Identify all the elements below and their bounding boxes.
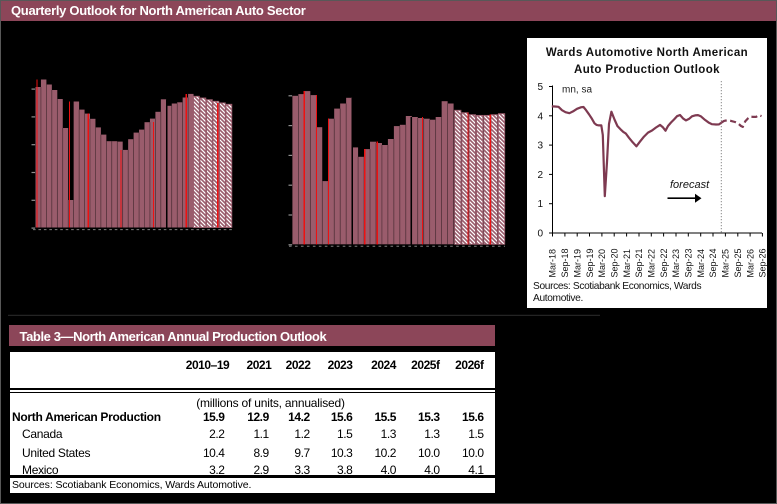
svg-text:5: 5 — [537, 82, 543, 93]
svg-text:3: 3 — [537, 141, 543, 152]
svg-text:forecast: forecast — [670, 179, 710, 191]
svg-text:Sep-22: Sep-22 — [659, 248, 669, 277]
svg-text:Mar-24: Mar-24 — [696, 249, 706, 278]
svg-text:1: 1 — [537, 199, 543, 210]
svg-text:Mar-26: Mar-26 — [745, 249, 755, 278]
svg-text:Sep-26: Sep-26 — [758, 248, 767, 277]
svg-text:mn, sa: mn, sa — [562, 85, 592, 96]
svg-text:Mar-22: Mar-22 — [647, 249, 657, 278]
svg-text:Sep-23: Sep-23 — [684, 248, 694, 277]
svg-text:4: 4 — [537, 111, 543, 122]
svg-text:Sep-18: Sep-18 — [560, 248, 570, 277]
svg-text:Mar-20: Mar-20 — [597, 249, 607, 278]
svg-text:Sep-20: Sep-20 — [610, 248, 620, 277]
svg-text:Sep-19: Sep-19 — [585, 248, 595, 277]
svg-text:Mar-23: Mar-23 — [671, 249, 681, 278]
svg-text:2: 2 — [537, 170, 543, 181]
svg-text:Mar-19: Mar-19 — [572, 249, 582, 278]
svg-text:Mar-21: Mar-21 — [622, 249, 632, 278]
svg-text:Sep-21: Sep-21 — [634, 248, 644, 277]
svg-text:Sep-25: Sep-25 — [733, 248, 743, 277]
svg-text:Sep-24: Sep-24 — [708, 248, 718, 277]
svg-text:Mar-18: Mar-18 — [548, 249, 558, 278]
svg-text:0: 0 — [537, 229, 543, 240]
svg-text:Mar-25: Mar-25 — [721, 249, 731, 278]
